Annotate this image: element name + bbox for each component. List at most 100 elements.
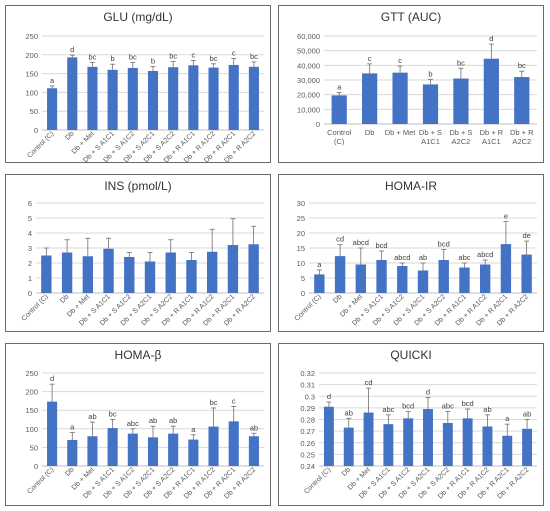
y-tick-label: 0.32 (300, 369, 315, 378)
bar (107, 69, 118, 130)
significance-label: cd (336, 235, 344, 244)
bar (144, 261, 156, 293)
significance-label: a (337, 82, 342, 91)
bar (188, 439, 199, 466)
y-tick-label: 0 (28, 289, 32, 298)
significance-label: c (232, 49, 236, 58)
chart-panel-quicki: QUICKI 0.24 0.25 0.26 0.27 0.28 0.29 0.3 0.31 0.… (278, 343, 544, 506)
bar (323, 406, 334, 466)
significance-label: bc (109, 410, 117, 419)
x-tick-label: Control (C) (21, 293, 50, 322)
y-tick-label: 25 (297, 214, 305, 223)
significance-label: a (191, 425, 196, 434)
x-tick-label: Db + S (419, 128, 442, 137)
y-tick-label: 150 (25, 70, 38, 79)
bar (168, 67, 179, 130)
bar (363, 412, 374, 466)
significance-label: a (70, 423, 75, 432)
significance-label: bc (250, 52, 258, 61)
x-tick-label: Db + Met (385, 128, 417, 137)
bar (228, 421, 239, 466)
y-tick-label: 60,000 (297, 32, 320, 41)
bar (127, 67, 138, 130)
chart-gtt: 0 10,000 20,000 30,000 40,000 50,000 60,000 a Co… (297, 32, 537, 146)
y-tick-label: 50 (30, 107, 38, 116)
bar (331, 95, 347, 124)
y-tick-label: 0.25 (300, 450, 315, 459)
bar (227, 245, 239, 293)
significance-label: c (368, 54, 372, 63)
significance-label: abcd (394, 253, 410, 262)
chart-title: INS (pmol/L) (104, 179, 172, 193)
x-tick-label: Control (C) (26, 130, 55, 159)
significance-label: ab (345, 408, 353, 417)
significance-label: de (522, 231, 530, 240)
bar (186, 260, 197, 293)
significance-label: bcd (402, 401, 414, 410)
significance-label: ab (169, 416, 177, 425)
x-tick-label: Db (64, 466, 75, 477)
bar (87, 66, 98, 130)
bar (459, 267, 470, 293)
bar (82, 256, 93, 293)
significance-label: a (317, 260, 322, 269)
chart-title: GLU (mg/dL) (103, 10, 173, 24)
y-tick-label: 0 (34, 126, 38, 135)
significance-label: a (50, 76, 55, 85)
significance-label: b (428, 69, 432, 78)
y-tick-label: 0.31 (300, 381, 315, 390)
bar (248, 436, 259, 466)
chart-panel-ins: INS (pmol/L) 0 1 2 3 4 5 6 Control (C) Db Db + Me… (5, 174, 271, 332)
significance-label: c (398, 56, 402, 65)
bar (248, 244, 259, 293)
significance-label: d (327, 392, 331, 401)
bar (343, 427, 354, 466)
bar (442, 422, 453, 466)
bar (376, 260, 387, 293)
x-tick-label: A2C2 (452, 137, 471, 146)
bar (422, 84, 439, 124)
significance-label: bc (518, 61, 526, 70)
significance-label: bc (457, 58, 465, 67)
significance-label: ab (483, 405, 491, 414)
y-tick-label: 30,000 (297, 76, 320, 85)
significance-label: bc (210, 54, 218, 63)
significance-label: abc (458, 253, 470, 262)
y-tick-label: 0.3 (305, 392, 315, 401)
bar (438, 260, 449, 293)
bar (521, 254, 532, 293)
bar (107, 428, 118, 466)
significance-label: bc (88, 52, 96, 61)
y-tick-label: 4 (28, 229, 32, 238)
bar (103, 248, 114, 293)
y-tick-label: 0.27 (300, 427, 315, 436)
y-tick-label: 0.26 (300, 439, 315, 448)
bar (124, 257, 135, 293)
x-tick-label: Control (C) (294, 293, 323, 322)
chart-panel-glu: GLU (mg/dL) 0 50 100 150 200 250 a Control (C) d… (5, 5, 271, 164)
bar (47, 401, 58, 466)
bar (208, 67, 219, 130)
significance-label: bcd (462, 399, 474, 408)
bar (462, 418, 473, 466)
y-tick-label: 20,000 (297, 91, 320, 100)
significance-label: cd (365, 378, 373, 387)
y-tick-label: 50 (30, 443, 38, 452)
significance-label: d (426, 387, 430, 396)
bar (67, 57, 78, 130)
x-tick-label: Db (341, 466, 352, 477)
significance-label: abc (127, 419, 139, 428)
significance-label: ab (419, 253, 427, 262)
y-tick-label: 0 (301, 289, 305, 298)
y-tick-label: 2 (28, 259, 32, 268)
bar (314, 274, 325, 293)
significance-label: bcd (438, 240, 450, 249)
bar (514, 77, 530, 124)
bar (207, 251, 218, 293)
chart-panel-homa-ir: HOMA-IR 0 5 10 15 20 25 30 a Control (C) cd Db abcd… (278, 174, 544, 332)
significance-label: ab (149, 416, 157, 425)
bar (362, 73, 378, 124)
bar (383, 424, 394, 466)
y-tick-label: 5 (301, 274, 305, 283)
y-tick-label: 10 (297, 259, 305, 268)
